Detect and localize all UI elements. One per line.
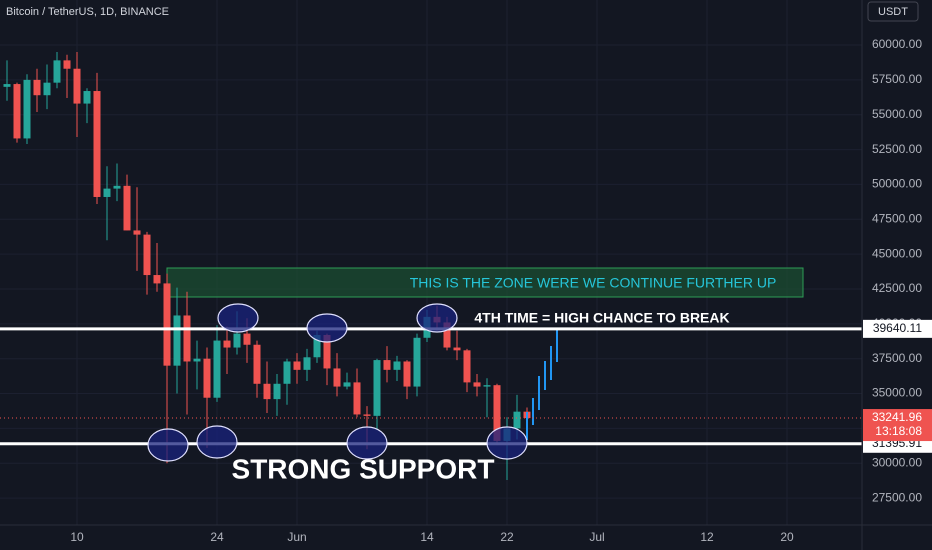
ellipse: [217, 303, 259, 333]
candle-body: [53, 60, 61, 83]
zone-box: [166, 267, 804, 298]
y-tick-label: 55000.00: [872, 107, 922, 121]
candle-body: [33, 79, 41, 96]
candle-body: [163, 283, 171, 366]
y-tick-label: 35000.00: [872, 386, 922, 400]
candle-body: [243, 333, 251, 345]
y-tick-label: 45000.00: [872, 246, 922, 260]
projection: [526, 328, 558, 440]
x-tick-label: 20: [780, 530, 794, 544]
candle-body: [23, 79, 31, 139]
y-tick-label: 60000.00: [872, 37, 922, 51]
candle-body: [413, 337, 421, 387]
candle-body: [253, 344, 261, 384]
price-axis: [862, 0, 932, 550]
ellipse: [306, 313, 348, 343]
candle-body: [203, 358, 211, 398]
candle-body: [263, 383, 271, 400]
x-tick-label: 10: [70, 530, 84, 544]
last-price-box: [863, 409, 932, 442]
ellipses: [147, 303, 528, 462]
candle-body: [73, 68, 81, 104]
ellipse: [486, 426, 528, 460]
candle-body: [293, 361, 301, 370]
candle-body: [83, 91, 91, 104]
support-text: STRONG SUPPORT: [232, 453, 495, 484]
level-price-box: [863, 319, 932, 338]
candle-body: [383, 360, 391, 370]
candle-body: [403, 361, 411, 387]
candle-body: [273, 383, 281, 400]
ellipse: [416, 303, 458, 333]
ellipse: [346, 426, 388, 460]
candle-body: [493, 385, 501, 441]
candle-body: [223, 340, 231, 348]
y-tick-label: 30000.00: [872, 455, 922, 469]
candle-body: [3, 84, 11, 87]
y-tick-label: 52500.00: [872, 142, 922, 156]
candle-body: [473, 382, 481, 387]
x-tick-label: 24: [210, 530, 224, 544]
x-tick-label: Jun: [287, 530, 306, 544]
ellipse: [147, 428, 189, 462]
candle-body: [453, 347, 461, 351]
candle-body: [393, 361, 401, 370]
candle-body: [303, 357, 311, 370]
x-tick-label: Jul: [589, 530, 604, 544]
last-price-label: 33241.96: [872, 410, 922, 424]
candle-body: [343, 382, 351, 387]
candle-body: [323, 334, 331, 369]
candle-body: [183, 315, 191, 362]
candle-body: [333, 368, 341, 387]
candle-body: [123, 185, 131, 231]
level-price-label: 39640.11: [873, 321, 922, 335]
candle-body: [513, 411, 521, 429]
candle-body: [93, 91, 101, 197]
y-tick-label: 42500.00: [872, 281, 922, 295]
chart-title: Bitcoin / TetherUS, 1D, BINANCE: [6, 6, 169, 18]
candle-body: [353, 382, 361, 415]
y-tick-label: 37500.00: [872, 351, 922, 365]
y-tick-label: 50000.00: [872, 177, 922, 191]
y-tick-label: 27500.00: [872, 490, 922, 504]
currency-button[interactable]: [867, 1, 919, 22]
candle-body: [113, 185, 121, 189]
x-tick-label: 12: [700, 530, 714, 544]
x-tick-label: 14: [420, 530, 434, 544]
candle-body: [173, 315, 181, 366]
y-tick-label: 47500.00: [872, 211, 922, 225]
candle-body: [373, 360, 381, 416]
zone-text: THIS IS THE ZONE WERE WE CONTINUE FURTHE…: [410, 275, 777, 291]
y-tick-label: 57500.00: [872, 72, 922, 86]
x-tick-label: 22: [500, 530, 514, 544]
candle-body: [153, 275, 161, 284]
candle-body: [483, 385, 491, 387]
candle-body: [13, 84, 21, 139]
candle-body: [43, 82, 51, 96]
candle-body: [103, 188, 111, 197]
candle-body: [133, 230, 141, 235]
ellipse: [196, 425, 238, 459]
candle-body: [313, 334, 321, 358]
candle-body: [193, 358, 201, 362]
candle-body: [463, 350, 471, 383]
candle-body: [63, 60, 71, 69]
candle-body: [363, 414, 371, 416]
candle-body: [283, 361, 291, 384]
candle-body: [233, 333, 241, 348]
currency-label[interactable]: USDT: [878, 6, 908, 18]
candle-body: [443, 322, 451, 348]
candle-body: [143, 234, 151, 276]
countdown-label: 13:18:08: [875, 424, 922, 438]
break-text: 4TH TIME = HIGH CHANCE TO BREAK: [474, 310, 729, 326]
candle-body: [213, 340, 221, 398]
